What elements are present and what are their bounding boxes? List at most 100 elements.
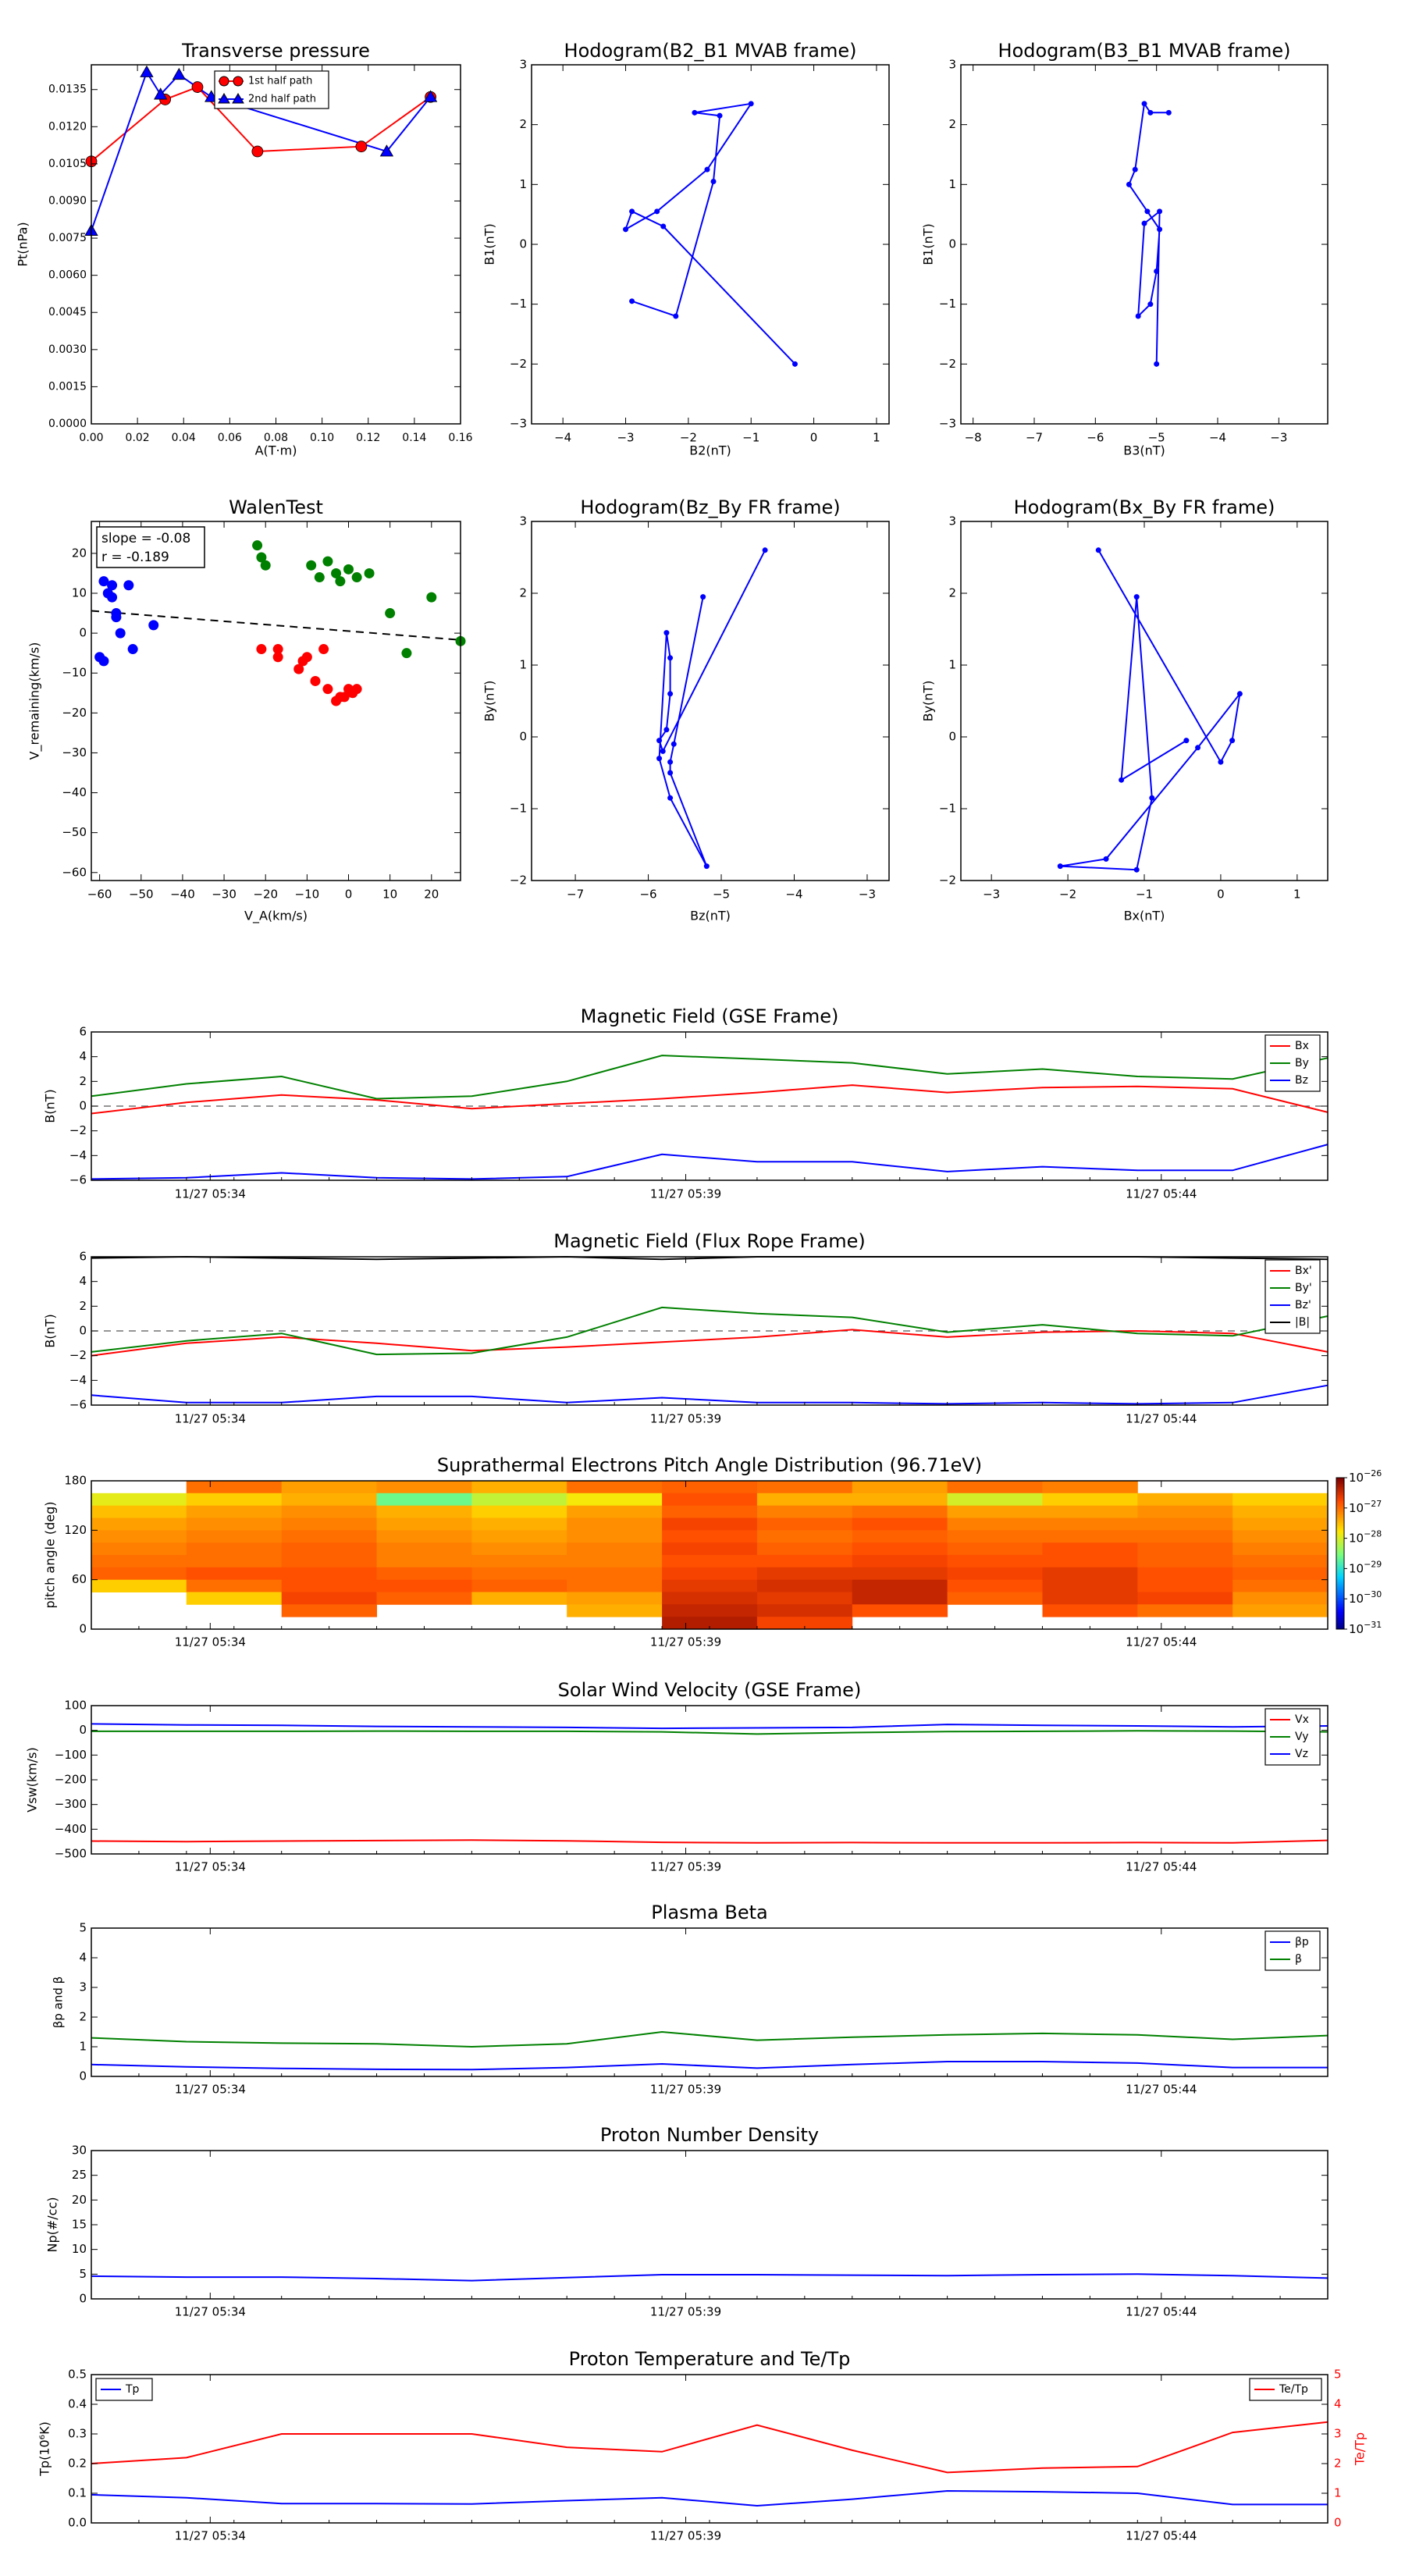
y-axis-label: By(nT) xyxy=(921,681,936,722)
hodogram-point xyxy=(1154,269,1160,274)
y-tick-label: −400 xyxy=(55,1822,87,1836)
y-tick-label: 6 xyxy=(79,1250,87,1264)
series-line-Bx xyxy=(91,1329,1329,1357)
x-tick-label: −4 xyxy=(554,431,571,445)
y-axis-label: pitch angle (deg) xyxy=(43,1501,58,1608)
y-tick-label: −2 xyxy=(69,1123,87,1137)
magnetic-field-gse-panel: −6 −4 −2 0 2 4 6 11/27 05:34 11/27 05:39 11/27 05… xyxy=(69,1025,1329,1201)
y-tick-label: 20 xyxy=(72,546,87,560)
hodogram-point xyxy=(660,748,666,754)
colorbar-step xyxy=(1336,1587,1344,1589)
colorbar-step xyxy=(1336,1542,1344,1544)
heatmap-cell xyxy=(567,1555,663,1568)
x-tick-label: −1 xyxy=(742,431,759,445)
heatmap-cell xyxy=(662,1493,758,1507)
y-tick-label: 20 xyxy=(72,2193,87,2207)
legend: Tp xyxy=(95,2378,153,2401)
hodogram-point xyxy=(1157,208,1163,215)
heatmap-cell xyxy=(1042,1530,1138,1543)
scatter-point-blue xyxy=(107,592,118,603)
heatmap-cell xyxy=(947,1567,1043,1581)
x-tick-label: −7 xyxy=(567,888,584,902)
y-tick-label: −1 xyxy=(939,297,956,311)
heatmap-cell xyxy=(186,1567,283,1581)
colorbar-base: 10 xyxy=(1349,1622,1364,1636)
heatmap-cell xyxy=(281,1604,377,1617)
x-axis-label: Bx(nT) xyxy=(1124,909,1165,923)
hodogram-point xyxy=(667,655,674,661)
y-tick-label: 0.0015 xyxy=(48,380,87,393)
x-tick-label: 0.02 xyxy=(126,432,150,444)
colorbar-step xyxy=(1336,1603,1344,1605)
heatmap-cell xyxy=(947,1530,1043,1543)
y-tick-label: 0.5 xyxy=(68,2368,87,2382)
hodogram-point xyxy=(1103,856,1109,862)
scatter-point-red xyxy=(272,652,283,663)
x-tick-label: 1 xyxy=(873,431,880,445)
time-tick-label: 11/27 05:39 xyxy=(650,1635,721,1649)
hodogram-point xyxy=(748,101,754,107)
y-axis-label: B1(nT) xyxy=(921,223,936,265)
plot-area xyxy=(91,65,461,424)
heatmap-cell xyxy=(281,1555,377,1568)
right-y-axis-label: Te/Tp xyxy=(1353,2432,1368,2466)
heatmap-cell xyxy=(567,1517,663,1531)
scatter-point-red xyxy=(256,644,267,655)
heatmap-cell xyxy=(376,1542,472,1556)
heatmap-cell xyxy=(1042,1542,1138,1556)
panel-title: Hodogram(B3_B1 MVAB frame) xyxy=(998,40,1291,62)
colorbar-exponent: −28 xyxy=(1364,1529,1382,1539)
time-tick-label: 11/27 05:39 xyxy=(650,2083,721,2097)
y-tick-label: 0 xyxy=(79,1324,87,1338)
colorbar-tick-label: 10−28 xyxy=(1349,1529,1382,1546)
colorbar-step xyxy=(1336,1540,1344,1542)
heatmap-cell xyxy=(376,1493,472,1507)
heatmap-cell xyxy=(662,1542,758,1556)
heatmap-cell xyxy=(281,1542,377,1556)
y-tick-label: 2 xyxy=(948,586,956,600)
heatmap-cell xyxy=(1042,1604,1138,1617)
colorbar-step xyxy=(1336,1526,1344,1528)
colorbar-step xyxy=(1336,1599,1344,1602)
y-tick-label: 0.0105 xyxy=(48,158,87,170)
x-axis-label: Bz(nT) xyxy=(690,909,731,923)
heatmap-cell xyxy=(471,1481,567,1494)
colorbar-step xyxy=(1336,1609,1344,1611)
hodogram-point xyxy=(1095,547,1101,553)
heatmap-cell xyxy=(281,1493,377,1507)
x-tick-label: −3 xyxy=(1270,431,1287,445)
heatmap-cell xyxy=(1137,1505,1233,1518)
heatmap-cell xyxy=(471,1567,567,1581)
y-tick-label: 4 xyxy=(79,1274,87,1288)
x-tick-label: 0 xyxy=(810,431,818,445)
colorbar-step xyxy=(1336,1487,1344,1489)
y-axis-label: Tp(10⁶K) xyxy=(37,2421,52,2477)
y-axis-label: βp and β xyxy=(52,1976,66,2028)
colorbar-step xyxy=(1336,1568,1344,1571)
colorbar-tick-label: 10−27 xyxy=(1349,1499,1382,1515)
legend-marker-1st-half xyxy=(219,76,229,87)
marker-1st-half xyxy=(251,145,264,158)
y-tick-label: −3 xyxy=(939,417,956,431)
x-tick-label: 0.10 xyxy=(310,432,334,444)
y-tick-label: 100 xyxy=(64,1699,87,1713)
y-tick-label: 0.1 xyxy=(68,2486,87,2500)
y-tick-label: 2 xyxy=(519,586,527,600)
plot-area xyxy=(961,65,1328,424)
colorbar-step xyxy=(1336,1506,1344,1508)
colorbar-step xyxy=(1336,1604,1344,1606)
panel-title: Suprathermal Electrons Pitch Angle Distr… xyxy=(437,1454,982,1476)
y-tick-label: 0 xyxy=(79,626,87,640)
y-tick-label: 0 xyxy=(79,2292,87,2306)
legend: 1st half path 2nd half path xyxy=(214,70,329,109)
heatmap-cell xyxy=(1232,1592,1329,1605)
colorbar-step xyxy=(1336,1496,1344,1499)
y-axis-label: B(nT) xyxy=(43,1089,58,1123)
heatmap-cell xyxy=(186,1530,283,1543)
y-tick-label: 15 xyxy=(72,2218,87,2232)
colorbar-step xyxy=(1336,1531,1344,1533)
hodogram-point xyxy=(1132,166,1138,173)
y-tick-label: 0.0120 xyxy=(48,120,87,133)
scatter-point-red xyxy=(301,652,312,663)
colorbar-step xyxy=(1336,1537,1344,1539)
